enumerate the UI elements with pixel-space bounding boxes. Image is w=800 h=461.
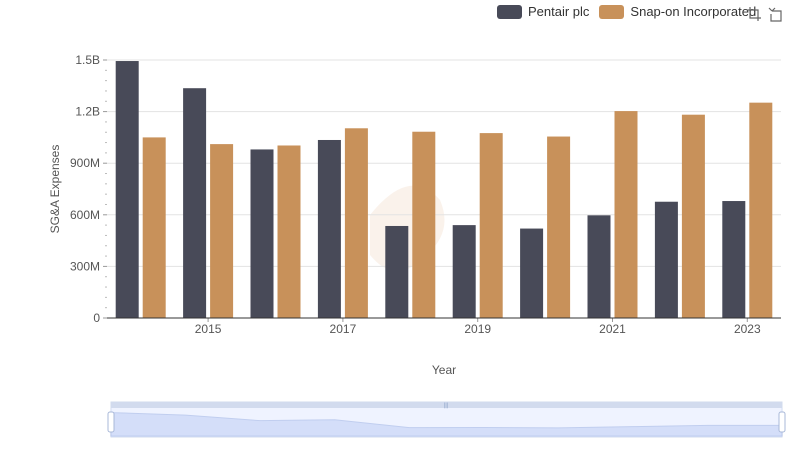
slider-selection bbox=[111, 408, 782, 437]
chart-toolbar bbox=[746, 6, 784, 22]
bar-pentair-2015[interactable] bbox=[183, 88, 207, 318]
bar-snapon-2020[interactable] bbox=[547, 136, 571, 318]
slider-top-bar bbox=[111, 402, 782, 408]
slider-grip-icon: ||| bbox=[444, 403, 449, 409]
bar-snapon-2019[interactable] bbox=[479, 133, 503, 318]
bar-pentair-2020[interactable] bbox=[520, 228, 544, 318]
zoom-select-icon[interactable] bbox=[746, 6, 762, 22]
bar-snapon-2021[interactable] bbox=[614, 111, 638, 318]
x-tick-label: 2021 bbox=[599, 322, 626, 336]
bar-pentair-2019[interactable] bbox=[452, 225, 476, 318]
x-tick-label: 2023 bbox=[734, 322, 761, 336]
bar-snapon-2022[interactable] bbox=[681, 114, 705, 318]
legend-label-pentair: Pentair plc bbox=[528, 4, 590, 19]
bar-snapon-2017[interactable] bbox=[344, 128, 368, 318]
x-tick-label: 2015 bbox=[195, 322, 222, 336]
x-tick-label: 2017 bbox=[330, 322, 357, 336]
bar-pentair-2014[interactable] bbox=[115, 61, 139, 318]
y-tick-label: 1.2B bbox=[75, 105, 100, 119]
bar-pentair-2018[interactable] bbox=[385, 225, 409, 318]
y-tick-label: 900M bbox=[70, 156, 100, 170]
bar-pentair-2023[interactable] bbox=[722, 201, 746, 318]
legend-label-snapon: Snap-on Incorporated bbox=[630, 4, 757, 19]
bar-pentair-2021[interactable] bbox=[587, 215, 611, 318]
legend-item-snapon[interactable]: Snap-on Incorporated bbox=[599, 4, 756, 19]
grid-lines bbox=[107, 59, 781, 319]
y-tick-label: 600M bbox=[70, 208, 100, 222]
bar-snapon-2014[interactable] bbox=[142, 137, 166, 318]
slider-preview-area bbox=[110, 412, 783, 437]
y-tick-label: 300M bbox=[70, 259, 100, 273]
bar-pentair-2016[interactable] bbox=[250, 149, 274, 318]
legend-swatch-snapon bbox=[599, 4, 625, 19]
bar-snapon-2023[interactable] bbox=[749, 102, 773, 318]
bar-snapon-2015[interactable] bbox=[210, 144, 234, 318]
y-axis-ticks: 0 300M 600M 900M 1.2B 1.5B bbox=[70, 53, 107, 325]
bar-snapon-2018[interactable] bbox=[412, 131, 436, 318]
bar-pentair-2017[interactable] bbox=[317, 139, 341, 318]
bar-pentair-2022[interactable] bbox=[654, 201, 678, 318]
x-tick-label: 2019 bbox=[464, 322, 491, 336]
y-axis-title: SG&A Expenses bbox=[48, 145, 62, 234]
x-axis-title: Year bbox=[432, 363, 456, 377]
bars bbox=[115, 61, 773, 318]
legend-swatch-pentair bbox=[497, 4, 522, 19]
legend-item-pentair[interactable]: Pentair plc bbox=[497, 4, 589, 19]
x-axis-ticks: 2015 2017 2019 2021 2023 bbox=[195, 318, 761, 336]
zoom-slider[interactable]: ||| bbox=[107, 401, 786, 438]
y-tick-label: 0 bbox=[93, 311, 100, 325]
slider-handle-left[interactable] bbox=[107, 411, 115, 433]
zoom-reset-icon[interactable] bbox=[768, 6, 784, 22]
chart-legend: Pentair plc Snap-on Incorporated bbox=[497, 4, 756, 19]
y-tick-label: 1.5B bbox=[75, 53, 100, 67]
bar-snapon-2016[interactable] bbox=[277, 145, 301, 318]
slider-handle-right[interactable] bbox=[778, 411, 786, 433]
